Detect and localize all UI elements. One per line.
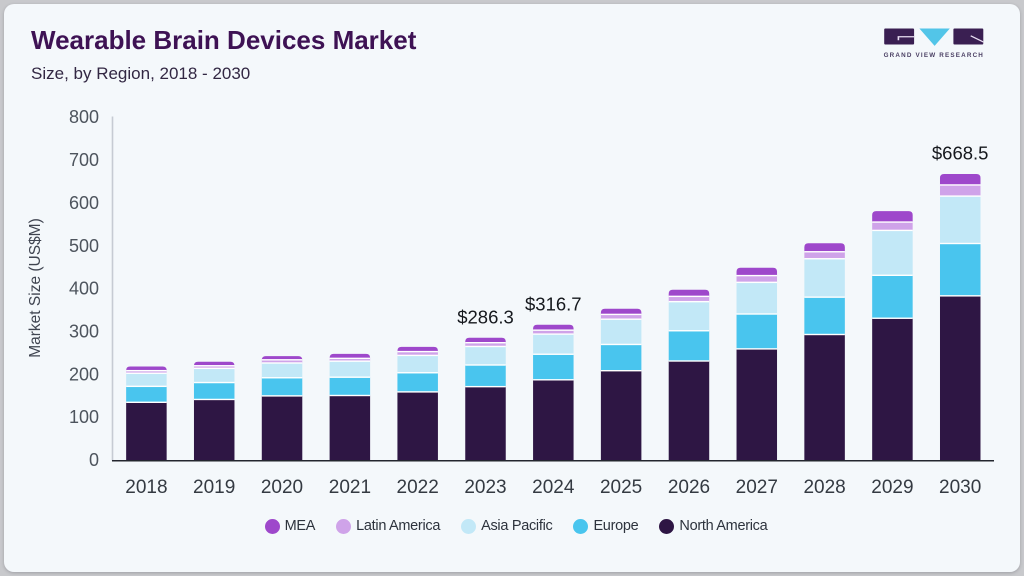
svg-text:0: 0 — [89, 450, 99, 470]
svg-text:800: 800 — [69, 107, 99, 127]
svg-text:2020: 2020 — [261, 477, 303, 498]
svg-text:700: 700 — [69, 150, 99, 170]
svg-text:500: 500 — [69, 236, 99, 256]
svg-text:200: 200 — [69, 364, 99, 384]
svg-text:300: 300 — [69, 321, 99, 341]
svg-text:2023: 2023 — [464, 477, 506, 498]
svg-text:600: 600 — [69, 193, 99, 213]
svg-text:2019: 2019 — [193, 477, 235, 498]
svg-text:$286.3: $286.3 — [457, 306, 514, 327]
svg-text:2018: 2018 — [125, 477, 167, 498]
svg-text:2027: 2027 — [736, 477, 778, 498]
svg-text:$316.7: $316.7 — [525, 293, 582, 314]
svg-text:100: 100 — [69, 407, 99, 427]
svg-text:Market Size (US$M): Market Size (US$M) — [27, 218, 44, 358]
svg-text:2026: 2026 — [668, 477, 710, 498]
svg-text:400: 400 — [69, 279, 99, 299]
svg-text:$668.5: $668.5 — [932, 143, 989, 164]
svg-text:2029: 2029 — [871, 477, 913, 498]
svg-text:2024: 2024 — [532, 477, 575, 498]
svg-text:2025: 2025 — [600, 477, 642, 498]
svg-text:2021: 2021 — [329, 477, 371, 498]
svg-text:2028: 2028 — [803, 477, 845, 498]
svg-text:2030: 2030 — [939, 477, 981, 498]
svg-text:2022: 2022 — [397, 477, 439, 498]
svg-text:GRAND VIEW RESEARCH: GRAND VIEW RESEARCH — [884, 52, 984, 59]
